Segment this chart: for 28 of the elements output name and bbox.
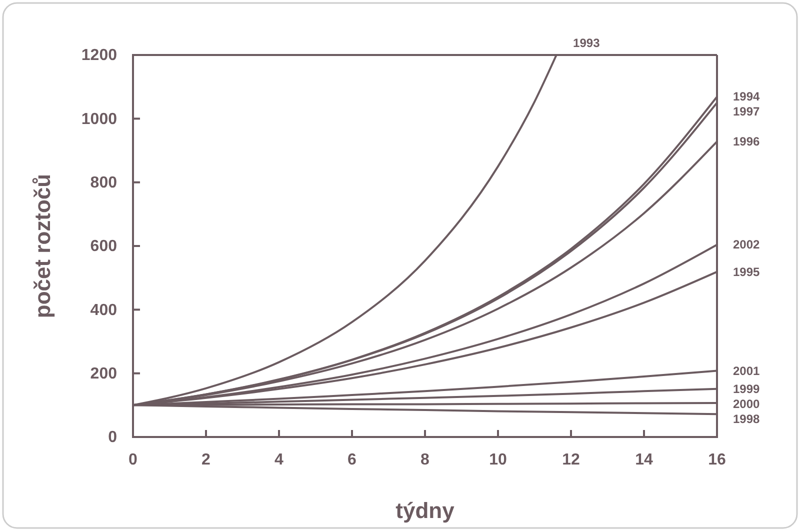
x-tick-label: 8 <box>420 451 430 468</box>
x-tick-label: 10 <box>489 451 507 468</box>
x-tick-label: 16 <box>708 451 726 468</box>
y-tick-label: 1000 <box>81 110 118 128</box>
series-label: 2000 <box>733 396 760 411</box>
series-label: 1997 <box>733 104 760 119</box>
series-label: 1995 <box>733 264 760 279</box>
x-tick-label: 6 <box>348 451 357 468</box>
x-tick-label: 4 <box>274 451 284 468</box>
series-label: 1996 <box>733 134 760 149</box>
x-tick-label: 12 <box>562 451 580 468</box>
y-tick-label: 200 <box>90 365 118 382</box>
y-tick-label: 600 <box>90 238 118 256</box>
series-label: 1994 <box>733 90 760 104</box>
y-axis-title: počet roztočů <box>30 174 55 318</box>
series-label: 1998 <box>733 412 760 426</box>
y-tick-label: 800 <box>90 174 118 192</box>
series-label: 2001 <box>733 364 760 378</box>
series-label: 1999 <box>733 382 760 396</box>
x-axis-title: týdny <box>396 498 456 523</box>
y-tick-label: 1200 <box>81 47 118 64</box>
x-tick-label: 2 <box>202 451 211 468</box>
x-tick-label: 14 <box>635 451 653 468</box>
series-label: 1993 <box>573 36 600 50</box>
x-tick-label: 0 <box>128 451 138 468</box>
y-tick-label: 0 <box>108 429 118 446</box>
y-tick-label: 400 <box>90 302 118 319</box>
series-label: 2002 <box>733 238 760 252</box>
